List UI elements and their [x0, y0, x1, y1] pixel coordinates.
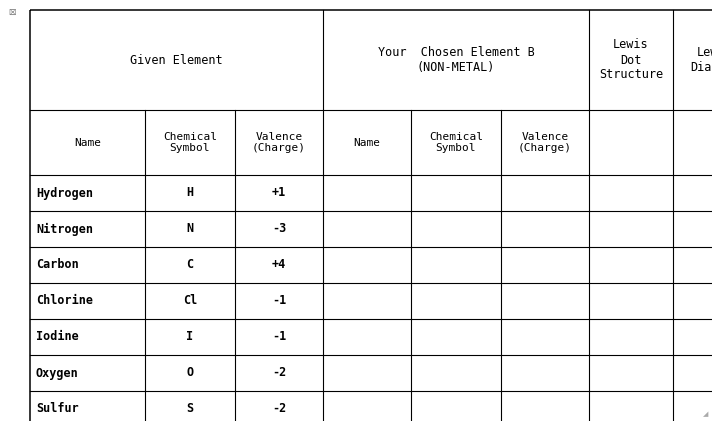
Text: -1: -1	[272, 295, 286, 307]
Text: I: I	[187, 330, 194, 344]
Text: Nitrogen: Nitrogen	[36, 222, 93, 235]
Text: Hydrogen: Hydrogen	[36, 187, 93, 200]
Text: C: C	[187, 258, 194, 272]
Text: -2: -2	[272, 402, 286, 416]
Text: +1: +1	[272, 187, 286, 200]
Text: H: H	[187, 187, 194, 200]
Text: -1: -1	[272, 330, 286, 344]
Text: O: O	[187, 367, 194, 379]
Text: -3: -3	[272, 223, 286, 235]
Text: Lewis
Diagram: Lewis Diagram	[690, 46, 712, 74]
Text: ☒: ☒	[8, 8, 16, 17]
Text: ◢: ◢	[703, 411, 708, 417]
Text: Valence
(Charge): Valence (Charge)	[518, 132, 572, 153]
Text: Valence
(Charge): Valence (Charge)	[252, 132, 306, 153]
Text: Oxygen: Oxygen	[36, 367, 79, 379]
Text: Iodine: Iodine	[36, 330, 79, 344]
Text: Chlorine: Chlorine	[36, 295, 93, 307]
Text: Cl: Cl	[183, 295, 197, 307]
Text: N: N	[187, 223, 194, 235]
Text: Name: Name	[353, 138, 380, 147]
Text: Name: Name	[74, 138, 101, 147]
Text: Chemical
Symbol: Chemical Symbol	[163, 132, 217, 153]
Text: Sulfur: Sulfur	[36, 402, 79, 416]
Text: Carbon: Carbon	[36, 258, 79, 272]
Text: +4: +4	[272, 258, 286, 272]
Text: Your  Chosen Element B
(NON-METAL): Your Chosen Element B (NON-METAL)	[377, 46, 535, 74]
Text: Lewis
Dot
Structure: Lewis Dot Structure	[599, 38, 663, 82]
Text: S: S	[187, 402, 194, 416]
Text: Given Element: Given Element	[130, 53, 223, 67]
Text: -2: -2	[272, 367, 286, 379]
Text: Chemical
Symbol: Chemical Symbol	[429, 132, 483, 153]
